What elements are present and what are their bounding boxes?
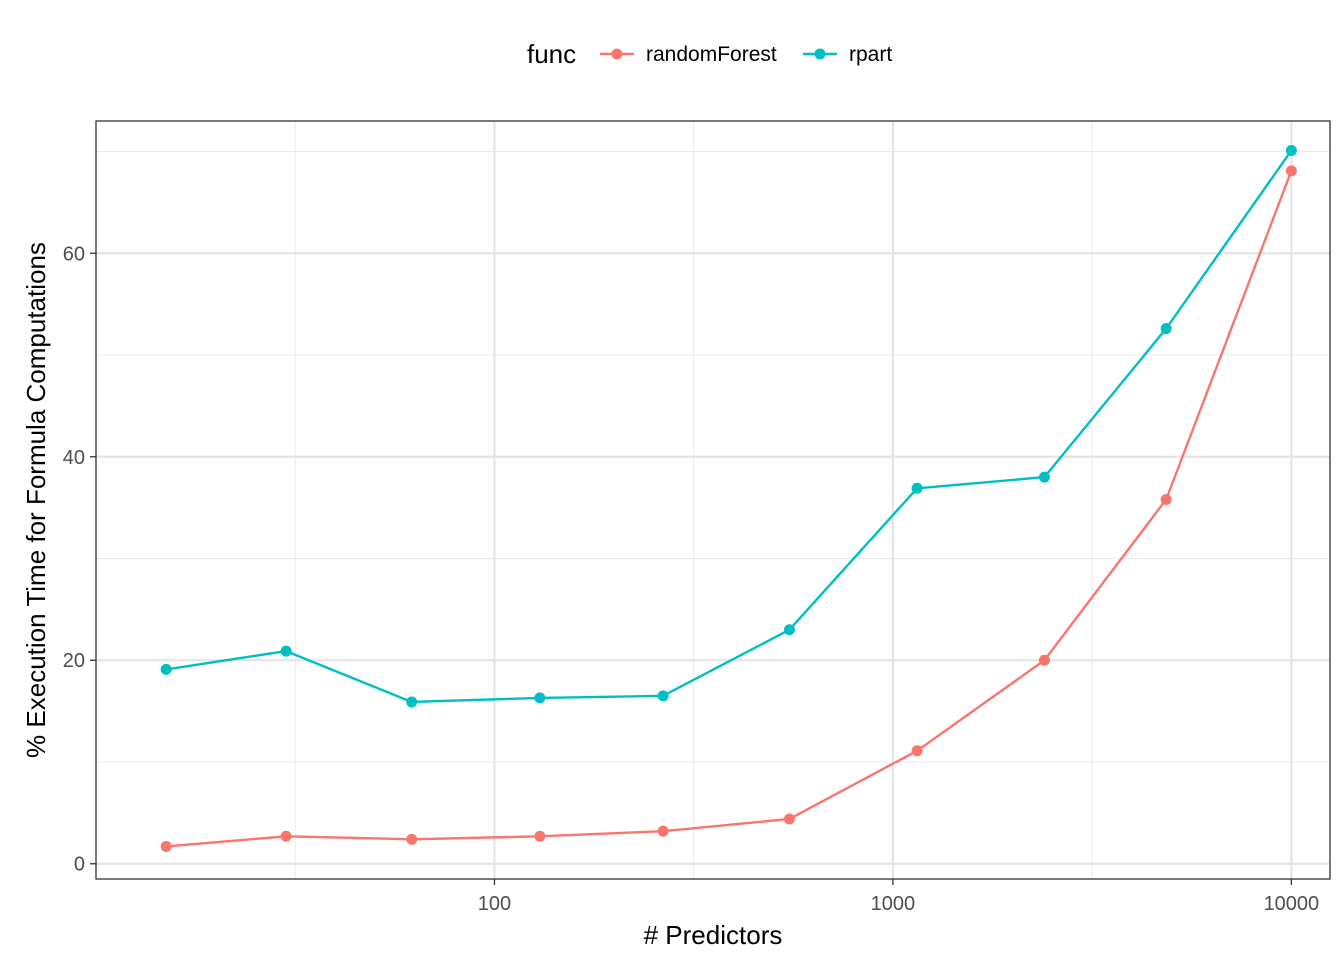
data-point-randomForest	[1285, 165, 1297, 177]
series-line-randomForest	[166, 170, 1293, 848]
y-tick-label: 60	[63, 243, 85, 265]
data-point-randomForest	[1038, 654, 1050, 666]
data-point-rpart	[783, 624, 795, 636]
data-point-randomForest	[657, 825, 669, 837]
data-point-rpart	[1160, 323, 1172, 335]
data-point-randomForest	[534, 830, 546, 842]
y-tick-label: 0	[74, 854, 85, 876]
data-point-rpart	[280, 645, 292, 657]
legend-label: rpart	[849, 43, 892, 66]
data-point-randomForest	[406, 833, 418, 845]
legend-key-point	[814, 48, 826, 60]
data-point-randomForest	[783, 813, 795, 825]
legend: func randomForest rpart	[527, 39, 892, 69]
y-axis-title: % Execution Time for Formula Computation…	[21, 242, 51, 758]
data-point-rpart	[1038, 471, 1050, 483]
series-lines	[160, 145, 1297, 852]
data-point-randomForest	[1160, 493, 1172, 505]
y-tick-label: 40	[63, 447, 85, 469]
data-point-rpart	[911, 482, 923, 494]
data-point-rpart	[160, 663, 172, 675]
data-point-randomForest	[160, 840, 172, 852]
x-tick-label: 10000	[1264, 893, 1320, 915]
data-point-randomForest	[911, 745, 923, 757]
plot-panel-border	[95, 120, 1331, 880]
legend-label: randomForest	[646, 43, 777, 66]
y-tick-label: 20	[63, 650, 85, 672]
gridlines	[96, 121, 1330, 879]
x-tick-label: 1000	[871, 893, 916, 915]
x-axis-title: # Predictors	[644, 920, 783, 950]
legend-title: func	[527, 39, 576, 69]
data-point-randomForest	[280, 830, 292, 842]
x-tick-label: 100	[478, 893, 511, 915]
data-point-rpart	[534, 692, 546, 704]
data-point-rpart	[406, 696, 418, 708]
data-point-rpart	[1285, 145, 1297, 157]
series-line-rpart	[165, 149, 1293, 704]
legend-key-point	[611, 48, 623, 60]
axes: 0 20 40 60 100 1000 10000	[63, 243, 1319, 915]
data-point-rpart	[657, 690, 669, 702]
